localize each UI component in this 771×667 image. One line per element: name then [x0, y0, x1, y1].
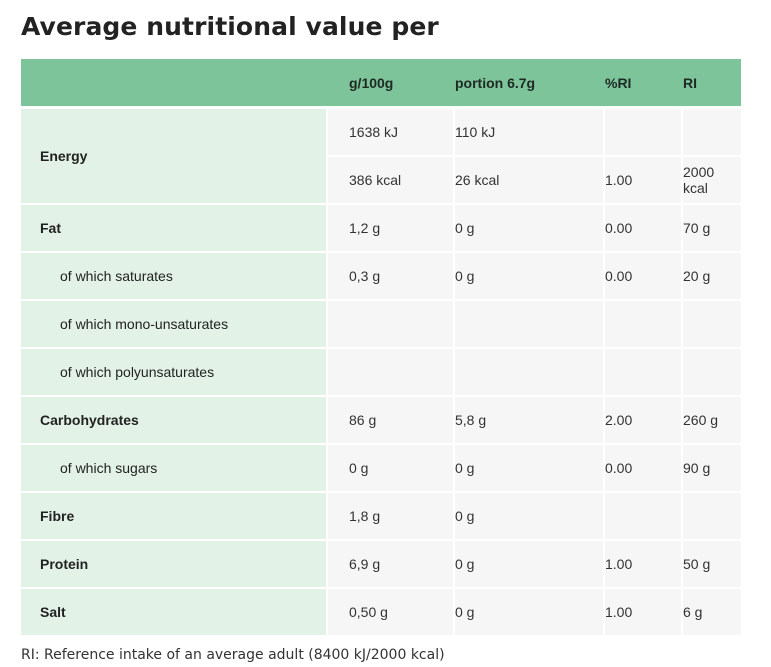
sugars-portion: 0 g: [455, 443, 605, 491]
salt-portion: 0 g: [455, 587, 605, 635]
table-row: of which polyunsaturates: [21, 347, 741, 395]
table-row: of which mono-unsaturates: [21, 299, 741, 347]
sugars-ri-pct: 0.00: [605, 443, 683, 491]
row-label-protein: Protein: [21, 539, 328, 587]
fat-portion: 0 g: [455, 203, 605, 251]
table-row: of which sugars 0 g 0 g 0.00 90 g: [21, 443, 741, 491]
energy-kj-per100: 1638 kJ: [328, 107, 455, 155]
row-label-mono: of which mono-unsaturates: [21, 299, 328, 347]
poly-portion: [455, 347, 605, 395]
sugars-ri: 90 g: [683, 443, 741, 491]
saturates-ri-pct: 0.00: [605, 251, 683, 299]
fat-ri-pct: 0.00: [605, 203, 683, 251]
fat-ri: 70 g: [683, 203, 741, 251]
energy-kcal-per100: 386 kcal: [328, 155, 455, 203]
protein-portion: 0 g: [455, 539, 605, 587]
energy-ri: 2000 kcal: [683, 155, 741, 203]
fibre-portion: 0 g: [455, 491, 605, 539]
row-label-fat: Fat: [21, 203, 328, 251]
row-label-energy: Energy: [21, 107, 328, 203]
row-label-sugars: of which sugars: [21, 443, 328, 491]
fibre-per100: 1,8 g: [328, 491, 455, 539]
row-label-poly: of which polyunsaturates: [21, 347, 328, 395]
salt-per100: 0,50 g: [328, 587, 455, 635]
salt-ri-pct: 1.00: [605, 587, 683, 635]
table-row: Fat 1,2 g 0 g 0.00 70 g: [21, 203, 741, 251]
footnote: RI: Reference intake of an average adult…: [21, 647, 445, 663]
table-row: Fibre 1,8 g 0 g: [21, 491, 741, 539]
mono-portion: [455, 299, 605, 347]
salt-ri: 6 g: [683, 587, 741, 635]
row-label-saturates: of which saturates: [21, 251, 328, 299]
table-row: Salt 0,50 g 0 g 1.00 6 g: [21, 587, 741, 635]
saturates-ri: 20 g: [683, 251, 741, 299]
poly-ri-pct: [605, 347, 683, 395]
table-row: Carbohydrates 86 g 5,8 g 2.00 260 g: [21, 395, 741, 443]
page-title: Average nutritional value per: [21, 12, 439, 41]
carbs-ri-pct: 2.00: [605, 395, 683, 443]
header-per-100g: g/100g: [328, 59, 455, 107]
mono-ri: [683, 299, 741, 347]
row-label-salt: Salt: [21, 587, 328, 635]
carbs-per100: 86 g: [328, 395, 455, 443]
energy-kj-ri: [683, 107, 741, 155]
table-header-row: g/100g portion 6.7g %RI RI: [21, 59, 741, 107]
table-row: of which saturates 0,3 g 0 g 0.00 20 g: [21, 251, 741, 299]
header-ri-percent: %RI: [605, 59, 683, 107]
mono-ri-pct: [605, 299, 683, 347]
sugars-per100: 0 g: [328, 443, 455, 491]
carbs-ri: 260 g: [683, 395, 741, 443]
table-row: Protein 6,9 g 0 g 1.00 50 g: [21, 539, 741, 587]
header-portion: portion 6.7g: [455, 59, 605, 107]
table-row: 386 kcal 26 kcal 1.00 2000 kcal: [21, 155, 741, 203]
energy-kj-ri-pct: [605, 107, 683, 155]
fibre-ri: [683, 491, 741, 539]
protein-per100: 6,9 g: [328, 539, 455, 587]
fibre-ri-pct: [605, 491, 683, 539]
protein-ri-pct: 1.00: [605, 539, 683, 587]
row-label-carbohydrates: Carbohydrates: [21, 395, 328, 443]
nutrition-table: g/100g portion 6.7g %RI RI Energy 1638 k…: [21, 59, 741, 635]
protein-ri: 50 g: [683, 539, 741, 587]
header-empty: [21, 59, 328, 107]
poly-ri: [683, 347, 741, 395]
carbs-portion: 5,8 g: [455, 395, 605, 443]
table-row: Energy 1638 kJ 110 kJ: [21, 107, 741, 203]
mono-per100: [328, 299, 455, 347]
saturates-per100: 0,3 g: [328, 251, 455, 299]
energy-ri-pct: 1.00: [605, 155, 683, 203]
row-label-fibre: Fibre: [21, 491, 328, 539]
energy-kj-portion: 110 kJ: [455, 107, 605, 155]
header-ri: RI: [683, 59, 741, 107]
energy-kcal-portion: 26 kcal: [455, 155, 605, 203]
saturates-portion: 0 g: [455, 251, 605, 299]
fat-per100: 1,2 g: [328, 203, 455, 251]
poly-per100: [328, 347, 455, 395]
